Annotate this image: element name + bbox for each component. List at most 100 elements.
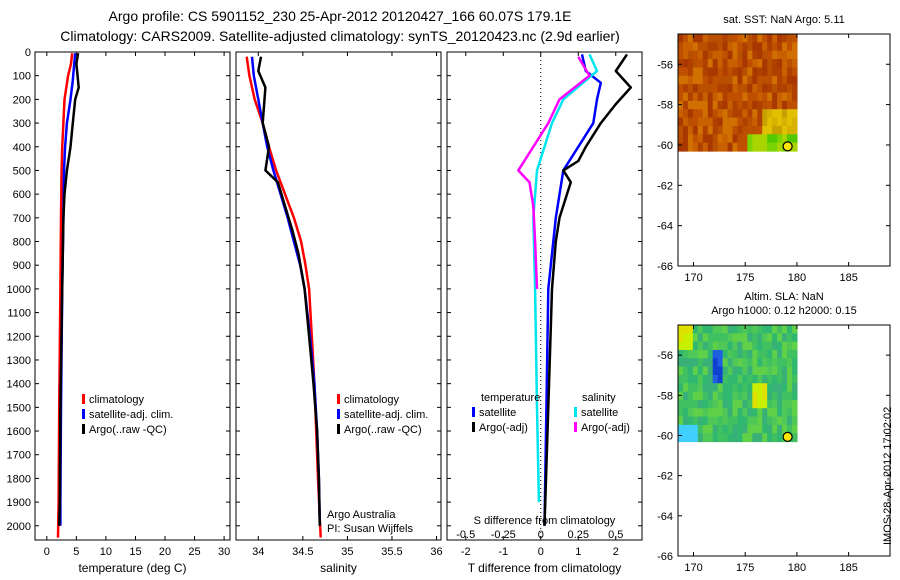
map-cell bbox=[712, 383, 719, 393]
map-cell bbox=[737, 100, 744, 110]
map-cell bbox=[692, 75, 699, 85]
map-cell bbox=[752, 358, 758, 368]
map-cell bbox=[697, 325, 704, 334]
series-line-satellite bbox=[543, 54, 603, 526]
map-cell bbox=[747, 84, 753, 94]
map-cell bbox=[692, 59, 699, 69]
map-cell bbox=[777, 67, 783, 77]
y-tick-label: 1800 bbox=[7, 473, 31, 485]
map-cell bbox=[697, 67, 704, 77]
map-cell bbox=[678, 84, 684, 94]
y-tick-label: 600 bbox=[13, 189, 31, 201]
map-cell bbox=[722, 325, 729, 334]
y-tick-label: -60 bbox=[657, 140, 673, 152]
map-cell bbox=[702, 358, 709, 368]
map-cell bbox=[757, 341, 763, 351]
map-cell bbox=[682, 416, 689, 426]
map-cell bbox=[757, 92, 763, 102]
map-cell bbox=[777, 333, 783, 343]
map-cell bbox=[762, 366, 768, 376]
map-cell bbox=[767, 109, 773, 119]
map-cell bbox=[791, 84, 798, 94]
map-cell bbox=[732, 341, 739, 351]
y-tick-label: 2000 bbox=[7, 521, 31, 533]
map-cell bbox=[752, 424, 758, 434]
map-cell bbox=[767, 84, 773, 94]
map-cell bbox=[737, 117, 744, 127]
map-cell bbox=[762, 333, 768, 343]
map-cell bbox=[727, 424, 734, 434]
map-cell bbox=[712, 117, 719, 127]
map-cell bbox=[682, 92, 689, 102]
map-cell bbox=[772, 325, 778, 334]
map-cell bbox=[687, 366, 694, 376]
map-cell bbox=[727, 349, 734, 359]
map-cell bbox=[752, 383, 758, 393]
map-cell bbox=[777, 358, 783, 368]
map-cell bbox=[742, 333, 748, 343]
map-cell bbox=[707, 424, 714, 434]
map-cell bbox=[762, 92, 768, 102]
map-cell bbox=[727, 75, 734, 85]
map-cell bbox=[727, 358, 734, 368]
figure-title-line1: Argo profile: CS 5901152_230 25-Apr-2012… bbox=[108, 8, 572, 24]
map-cell bbox=[727, 341, 734, 351]
map-cell bbox=[722, 142, 729, 152]
x-tick-label: 36 bbox=[430, 546, 442, 558]
plot-frame bbox=[446, 51, 643, 541]
map-cell bbox=[702, 50, 709, 60]
map-cell bbox=[762, 424, 768, 434]
map-cell bbox=[702, 134, 709, 144]
map-cell bbox=[682, 117, 689, 127]
map-cell bbox=[762, 42, 768, 52]
map-cell bbox=[697, 134, 704, 144]
y-tick-label: -62 bbox=[657, 180, 673, 192]
argo-position-marker bbox=[782, 141, 793, 152]
map-cell bbox=[772, 341, 778, 351]
map-cell bbox=[717, 109, 724, 119]
map-cell bbox=[682, 42, 689, 52]
map-cell bbox=[722, 109, 729, 119]
map-cell bbox=[787, 341, 793, 351]
y-tick-label: -60 bbox=[657, 430, 673, 442]
map-cell bbox=[717, 42, 724, 52]
map-cell bbox=[777, 142, 783, 152]
map-cell bbox=[791, 67, 798, 77]
map-cell bbox=[787, 399, 793, 409]
y-tick-label: 500 bbox=[13, 165, 31, 177]
map-cell bbox=[787, 374, 793, 384]
map-cell bbox=[712, 92, 719, 102]
map-cell bbox=[787, 92, 793, 102]
map-cell bbox=[682, 125, 689, 135]
map-cell bbox=[727, 374, 734, 384]
map-cell bbox=[702, 424, 709, 434]
map-cell bbox=[702, 125, 709, 135]
map-cell bbox=[737, 325, 744, 334]
map-cell bbox=[782, 358, 788, 368]
map-cell bbox=[791, 391, 798, 401]
map-cell bbox=[717, 142, 724, 152]
map-cell bbox=[712, 333, 719, 343]
map-cell bbox=[777, 125, 783, 135]
map-cell bbox=[747, 117, 753, 127]
map-cell bbox=[678, 67, 684, 77]
map-cell bbox=[697, 100, 704, 110]
argo-position-marker bbox=[782, 431, 793, 442]
map-cell bbox=[757, 84, 763, 94]
map-cell bbox=[712, 416, 719, 426]
map-cell bbox=[712, 341, 719, 351]
map-cell bbox=[692, 399, 699, 409]
map-cell bbox=[707, 333, 714, 343]
map-cell bbox=[717, 424, 724, 434]
map-cell bbox=[762, 75, 768, 85]
y-tick-label: 200 bbox=[13, 94, 31, 106]
map-cell bbox=[767, 341, 773, 351]
map-cell bbox=[682, 100, 689, 110]
map-cell bbox=[767, 117, 773, 127]
map-cell bbox=[782, 391, 788, 401]
map-cell bbox=[767, 399, 773, 409]
map-cell bbox=[772, 424, 778, 434]
map-cell bbox=[697, 75, 704, 85]
map-cell bbox=[682, 433, 689, 443]
secondary-tick-label: 0.5 bbox=[608, 529, 623, 541]
